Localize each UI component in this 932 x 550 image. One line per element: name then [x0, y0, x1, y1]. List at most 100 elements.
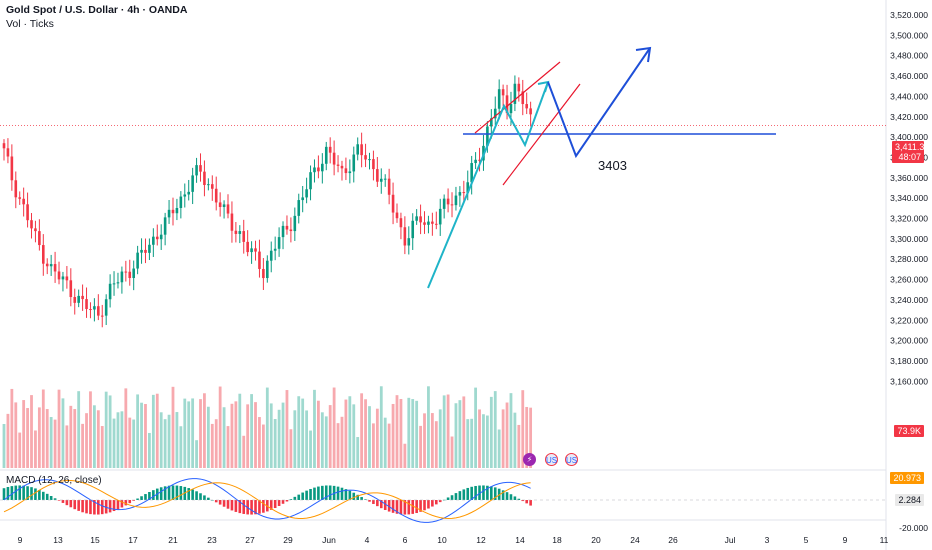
volume-bar [120, 411, 124, 468]
macd-histogram-bar [167, 485, 171, 500]
candle-body [372, 159, 375, 170]
macd-histogram-bar [289, 499, 293, 500]
symbol-title[interactable]: Gold Spot / U.S. Dollar · 4h · OANDA [6, 4, 188, 16]
macd-histogram-bar [124, 500, 128, 506]
macd-histogram-bar [116, 500, 120, 510]
time-axis-label: 3 [765, 535, 770, 545]
volume-bar [493, 391, 497, 468]
candle-body [100, 315, 104, 317]
volume-bar [159, 412, 163, 468]
volume-bar [285, 390, 289, 468]
candle-body [61, 276, 65, 280]
macd-histogram-bar [97, 500, 100, 515]
macd-histogram-bar [344, 489, 348, 500]
volume-bar [214, 419, 218, 468]
macd-histogram-bar [352, 492, 356, 500]
volume-bar [191, 398, 195, 468]
volume-bar [92, 405, 96, 468]
candle-body [383, 178, 387, 180]
candle-body [313, 167, 316, 173]
volume-bar [301, 398, 305, 468]
volume-bar [14, 402, 18, 468]
macd-histogram-bar [136, 498, 139, 500]
volume-bar [10, 388, 14, 468]
volume-bar [155, 393, 159, 468]
volume-bar [81, 423, 84, 468]
candle-body [155, 236, 159, 240]
volume-bar [100, 426, 104, 468]
candle-body [321, 163, 324, 172]
time-axis-label: 20 [591, 535, 601, 545]
candle-body [403, 227, 407, 246]
price-tick-label: 3,300.000 [890, 234, 928, 244]
us-flag-event-icon[interactable]: US [565, 453, 578, 466]
macd-histogram-bar [238, 500, 242, 514]
macd-histogram-bar [69, 500, 73, 508]
macd-histogram-bar [379, 500, 383, 509]
candle-body [124, 271, 128, 273]
candle-body [317, 167, 320, 172]
macd-histogram-bar [281, 500, 285, 504]
macd-histogram-bar [435, 500, 438, 505]
candle-body [258, 251, 261, 269]
macd-histogram-bar [77, 500, 80, 511]
candle-body [144, 249, 147, 253]
volume-bar [277, 409, 281, 468]
price-tick-label: 3,280.000 [890, 254, 928, 264]
candle-body [336, 164, 340, 166]
macd-histogram-bar [214, 500, 218, 503]
macd-histogram-bar [482, 485, 485, 500]
price-tick-label: 3,480.000 [890, 51, 928, 61]
candle-body [250, 248, 253, 253]
macd-histogram-bar [438, 500, 442, 503]
macd-histogram-bar [222, 500, 226, 507]
macd-histogram-bar [517, 498, 521, 500]
volume-bar [454, 403, 458, 468]
candle-body [356, 144, 359, 155]
candle-body [466, 182, 470, 193]
candle-body [2, 143, 6, 149]
candle-body [85, 299, 88, 310]
macd-histogram-bar [293, 496, 297, 500]
price-tick-label: 3,420.000 [890, 112, 928, 122]
candle-body [269, 250, 273, 261]
volume-bar [140, 402, 143, 468]
volume-bar [242, 435, 246, 468]
candle-body [148, 244, 151, 253]
candle-body [195, 165, 198, 176]
candle-body [238, 231, 242, 234]
candle-body [65, 276, 69, 281]
candle-body [120, 271, 124, 283]
candle-body [493, 108, 497, 119]
candle-body [81, 295, 84, 300]
candle-body [415, 216, 418, 221]
macd-histogram-bar [226, 500, 230, 509]
macd-histogram-bar [14, 485, 18, 500]
candle-body [442, 198, 446, 209]
macd-histogram-bar [450, 495, 454, 500]
macd-title[interactable]: MACD (12, 26, close) [6, 475, 102, 486]
volume-bar [383, 417, 387, 468]
lightning-event-icon[interactable]: ⚡ [523, 453, 536, 466]
volume-bar [356, 437, 360, 468]
macd-histogram-bar [321, 485, 324, 500]
volume-bar [26, 408, 29, 468]
macd-histogram-bar [273, 500, 277, 509]
macd-histogram-bar [399, 500, 403, 515]
macd-histogram-bar [199, 493, 202, 500]
candle-body [297, 200, 301, 216]
volume-bar [183, 398, 187, 468]
us-flag-event-icon[interactable]: US [545, 453, 558, 466]
volume-bar [360, 393, 364, 468]
macd-histogram-bar [403, 500, 407, 515]
volume-title[interactable]: Vol · Ticks [6, 18, 54, 30]
macd-histogram-bar [203, 495, 206, 500]
macd-histogram-bar [525, 500, 528, 504]
volume-bar [37, 407, 41, 468]
macd-histogram-bar [490, 486, 493, 500]
candle-body [364, 155, 367, 160]
volume-bar [489, 396, 493, 468]
volume-bar [85, 413, 88, 468]
macd-histogram-bar [93, 500, 96, 515]
